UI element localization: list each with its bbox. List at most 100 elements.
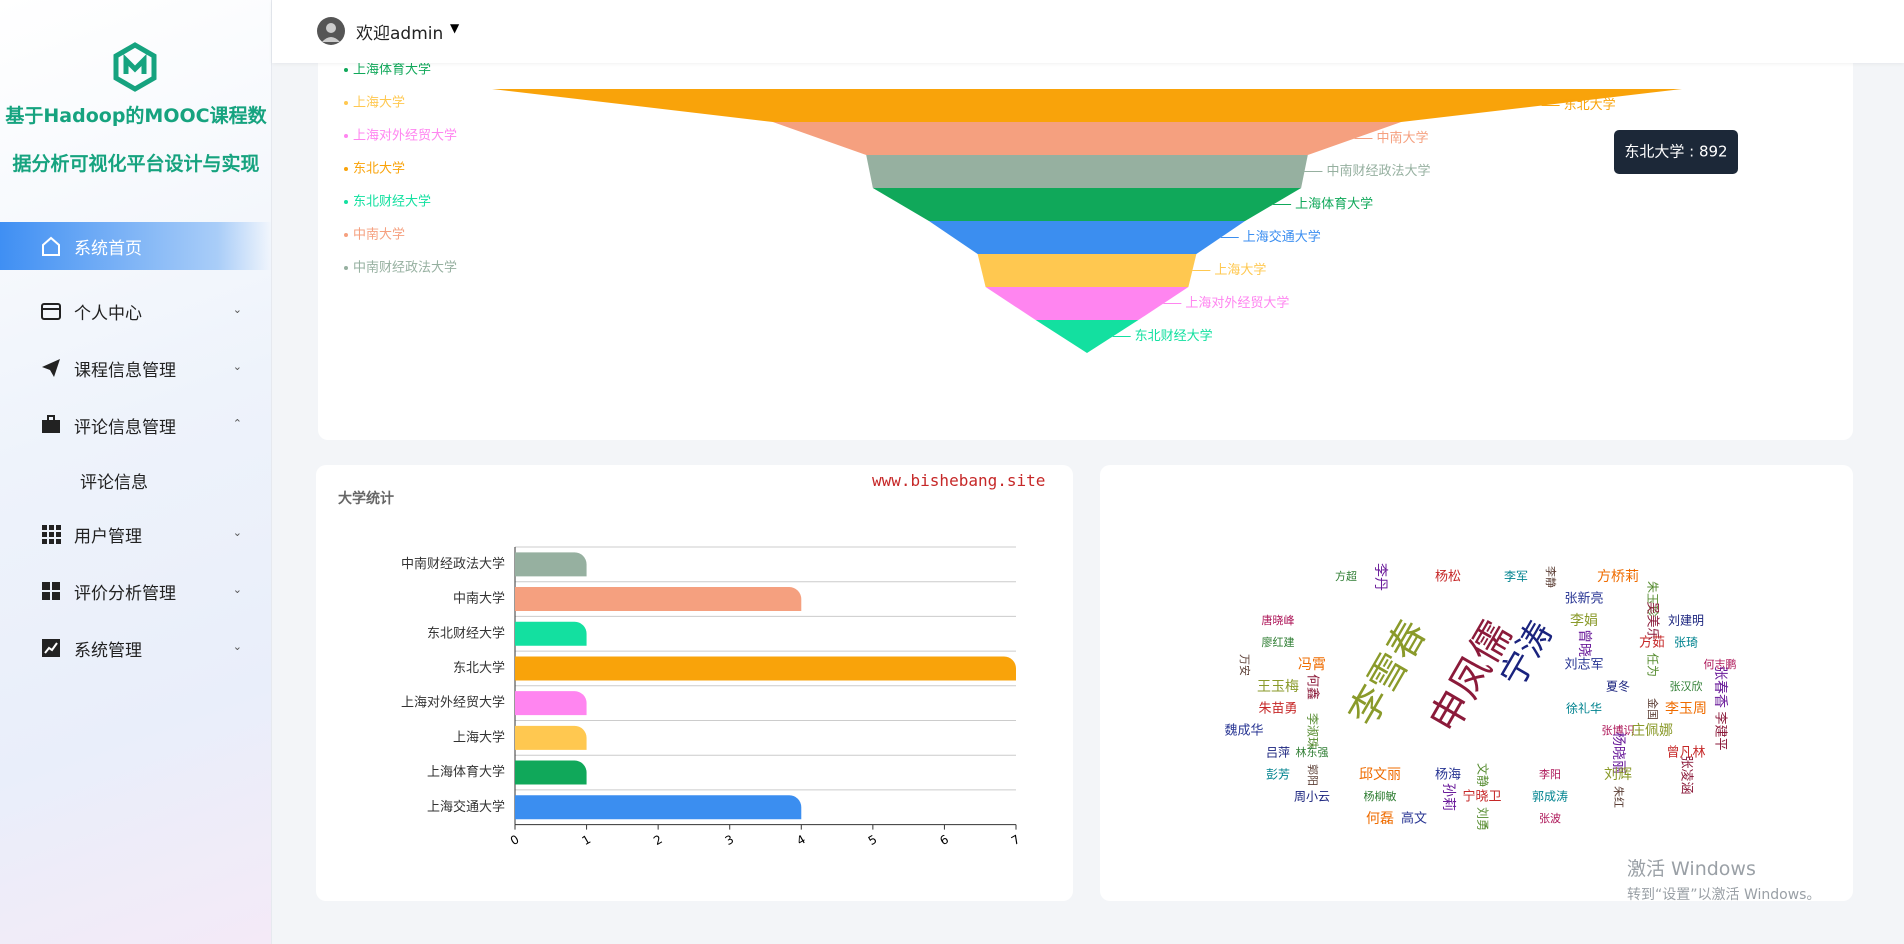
cloud-word: 郭阳: [1306, 764, 1319, 786]
funnel-label: 东北财经大学: [1135, 328, 1213, 344]
cloud-word: 李玉周: [1665, 701, 1707, 717]
cloud-word: 李丹: [1372, 563, 1388, 591]
funnel-label: 中南大学: [1376, 130, 1428, 146]
cloud-word: 魏成华: [1224, 724, 1263, 739]
menu-item[interactable]: 系统管理 ⌄: [0, 624, 272, 672]
funnel-label: 东北大学: [1564, 97, 1616, 113]
menu-item[interactable]: 系统首页: [0, 222, 272, 270]
cloud-word: 张新亮: [1564, 591, 1603, 607]
sidebar: 基于Hadoop的MOOC课程数 据分析可视化平台设计与实现 系统首页 个人中心…: [0, 0, 272, 944]
cloud-word: 何鑫: [1305, 674, 1321, 700]
menu-label: 个人中心: [74, 303, 142, 324]
y-tick-label: 上海体育大学: [427, 764, 505, 780]
legend-label: 上海对外经贸大学: [353, 128, 457, 144]
legend-label: 中南财经政法大学: [353, 260, 457, 276]
legend-dot: [344, 101, 348, 105]
tooltip-box: [1614, 130, 1738, 174]
windows-notice: 激活 Windows 转到“设置”以激活 Windows。: [1627, 854, 1820, 904]
cloud-word: 孙莉: [1440, 783, 1456, 811]
cloud-word: 廖红建: [1262, 635, 1295, 649]
cloud-word: 刘辉: [1604, 767, 1632, 783]
cloud-word: 金国: [1646, 698, 1660, 720]
y-tick-label: 东北大学: [453, 660, 505, 676]
cloud-word: 何磊: [1366, 811, 1394, 827]
funnel-segment: [977, 254, 1197, 287]
cloud-word: 周小云: [1294, 790, 1330, 804]
funnel-chart: 上海交通大学上海体育大学上海大学上海对外经贸大学东北大学东北财经大学中南大学中南…: [344, 29, 1738, 353]
cloud-word: 吴美乐: [1645, 601, 1660, 640]
app-title: 据分析可视化平台设计与实现: [12, 153, 260, 175]
welcome-text[interactable]: 欢迎admin: [356, 24, 444, 44]
funnel-card: 上海交通大学上海体育大学上海大学上海对外经贸大学东北大学东北财经大学中南大学中南…: [318, 20, 1853, 440]
cloud-word: 方超: [1335, 569, 1357, 583]
bar: [515, 795, 802, 820]
cloud-word: 文静: [1476, 763, 1491, 787]
cloud-word: 张波: [1539, 812, 1561, 825]
cloud-word: 方桥莉: [1597, 569, 1639, 585]
y-tick-label: 东北财经大学: [427, 625, 505, 641]
dropdown-caret[interactable]: ▼: [450, 21, 460, 35]
funnel-segment: [872, 188, 1302, 221]
funnel-segment: [928, 221, 1246, 254]
cloud-word: 冯霄: [1298, 657, 1326, 673]
x-tick-label: 4: [794, 832, 808, 848]
legend-dot: [344, 134, 348, 138]
notice-subtitle: 转到“设置”以激活 Windows。: [1627, 887, 1821, 903]
y-tick-label: 中南财经政法大学: [401, 556, 505, 572]
chevron: ⌄: [232, 360, 242, 373]
bar: [515, 587, 802, 612]
cloud-word: 朱红: [1612, 786, 1625, 808]
legend-label: 中南大学: [353, 227, 405, 243]
y-tick-label: 上海对外经贸大学: [401, 695, 505, 711]
menu-item[interactable]: 评价分析管理 ⌄: [0, 567, 272, 615]
submenu-item[interactable]: 评论信息: [0, 456, 272, 504]
cloud-word: 徐礼华: [1566, 701, 1602, 716]
avatar[interactable]: [316, 16, 346, 46]
legend-label: 东北大学: [353, 161, 405, 177]
menu-item[interactable]: 用户管理 ⌄: [0, 510, 272, 558]
cloud-word: 郭成涛: [1532, 789, 1568, 804]
bar: [515, 691, 587, 716]
funnel-label: 上海体育大学: [1295, 196, 1373, 212]
menu-item[interactable]: 个人中心 ⌄: [0, 287, 272, 335]
cloud-word: 杨松: [1435, 570, 1461, 585]
menu-label: 评论信息管理: [74, 417, 176, 438]
menu-item[interactable]: 评论信息管理 ⌃: [0, 401, 272, 449]
legend-label: 上海体育大学: [353, 62, 431, 78]
menu-item[interactable]: 课程信息管理 ⌄: [0, 344, 272, 392]
funnel-segment: [772, 122, 1402, 155]
chevron: ⌃: [232, 417, 242, 430]
cloud-word: 庄佩娜: [1631, 722, 1673, 739]
cloud-word: 万安: [1238, 654, 1252, 676]
funnel-label: 上海大学: [1214, 262, 1266, 278]
logo: [113, 42, 157, 92]
cloud-word: 李娟: [1570, 613, 1598, 629]
x-tick-label: 2: [651, 832, 665, 848]
cloud-word: 李阳: [1539, 767, 1561, 781]
cloud-word: 刘建明: [1668, 614, 1704, 628]
funnel-label: 上海交通大学: [1243, 229, 1321, 245]
cloud-word: 张博识: [1602, 724, 1635, 737]
funnel-segment: [1035, 320, 1139, 353]
funnel-segment: [492, 89, 1682, 122]
chart-title: 大学统计: [338, 490, 394, 507]
icon: [42, 415, 60, 433]
x-tick-label: 7: [1009, 832, 1023, 848]
icon: [42, 582, 60, 600]
bar: [515, 725, 587, 750]
wordcloud-card: 李雪春 申凤儒 宁涛 方超 李丹 杨松 李军 李静 方桥莉 张新亮 朱玉珍 唐晓峰 李娟 吴美乐 刘建明 廖红…: [1100, 465, 1853, 901]
menu-label: 系统首页: [74, 238, 142, 259]
x-tick-label: 3: [723, 832, 737, 848]
cloud-word: 李静: [1544, 566, 1558, 588]
x-tick-label: 5: [866, 832, 880, 848]
cloud-word: 李建平: [1713, 711, 1728, 750]
notice-title: 激活 Windows: [1627, 858, 1756, 880]
cloud-word: 朱玉珍: [1646, 581, 1660, 617]
legend-dot: [344, 68, 348, 72]
menu-label: 用户管理: [74, 526, 142, 547]
icon: [42, 639, 60, 657]
bar: [515, 621, 587, 646]
menu-label: 系统管理: [74, 640, 142, 661]
app-title: 基于Hadoop的MOOC课程数: [5, 105, 267, 127]
